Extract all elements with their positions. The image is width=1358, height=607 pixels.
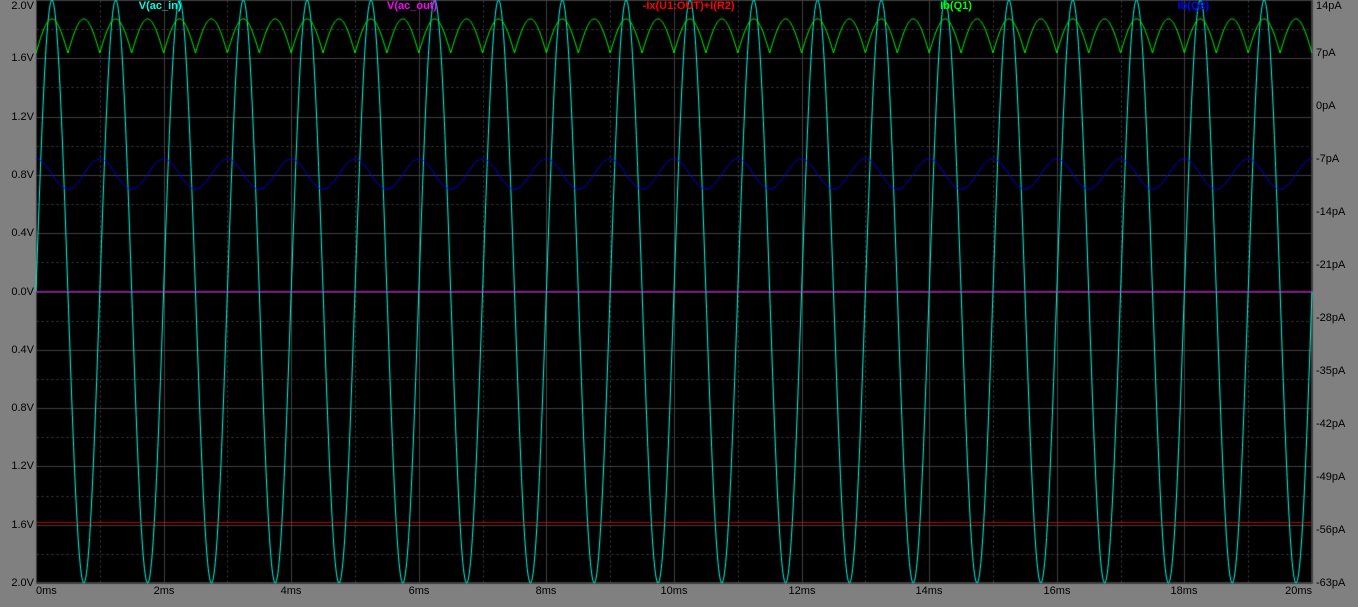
legend-v-ac-in[interactable]: V(ac_in) [139, 0, 182, 14]
axis-tick-label: 0pA [1316, 100, 1336, 112]
legend-ib-q2[interactable]: Ib(Q2) [1177, 0, 1209, 14]
axis-tick-label: 16ms [1044, 585, 1071, 597]
axis-tick-label: -7pA [1316, 153, 1339, 165]
axis-tick-label: -28pA [1316, 312, 1345, 324]
legend-ix-u1[interactable]: -Ix(U1:OUT)+I(R2) [643, 0, 735, 14]
axis-tick-label: 2.0V [11, 577, 34, 589]
axis-tick-label: 14ms [916, 585, 943, 597]
axis-tick-label: -56pA [1316, 524, 1345, 536]
axis-tick-label: 0.0V [11, 286, 34, 298]
axis-tick-label: 12ms [789, 585, 816, 597]
axis-tick-label: 0.4V [11, 344, 34, 356]
axis-tick-label: 6ms [409, 585, 430, 597]
axis-tick-label: -35pA [1316, 365, 1345, 377]
axis-tick-label: -63pA [1316, 577, 1345, 589]
axis-tick-label: 0ms [36, 585, 57, 597]
legend-ib-q1[interactable]: Ib(Q1) [940, 0, 972, 14]
axis-tick-label: 0.4V [11, 227, 34, 239]
axis-tick-label: 4ms [281, 585, 302, 597]
legend-v-ac-out[interactable]: V(ac_out) [387, 0, 437, 14]
plot-canvas[interactable] [0, 0, 1358, 607]
waveform-viewer[interactable]: V(ac_in) V(ac_out) -Ix(U1:OUT)+I(R2) Ib(… [0, 0, 1358, 607]
axis-tick-label: 18ms [1171, 585, 1198, 597]
axis-tick-label: -21pA [1316, 259, 1345, 271]
axis-tick-label: 0.8V [11, 169, 34, 181]
axis-tick-label: 0.8V [11, 402, 34, 414]
axis-tick-label: -49pA [1316, 471, 1345, 483]
axis-tick-label: -42pA [1316, 418, 1345, 430]
axis-tick-label: 20ms [1285, 585, 1312, 597]
axis-tick-label: -14pA [1316, 206, 1345, 218]
axis-tick-label: 7pA [1316, 47, 1336, 59]
axis-tick-label: 2.0V [11, 0, 34, 12]
axis-tick-label: 14pA [1316, 0, 1342, 12]
axis-tick-label: 1.6V [11, 519, 34, 531]
axis-tick-label: 1.2V [11, 111, 34, 123]
axis-tick-label: 8ms [536, 585, 557, 597]
axis-tick-label: 1.6V [11, 52, 34, 64]
axis-tick-label: 1.2V [11, 460, 34, 472]
axis-tick-label: 10ms [661, 585, 688, 597]
axis-tick-label: 2ms [154, 585, 175, 597]
